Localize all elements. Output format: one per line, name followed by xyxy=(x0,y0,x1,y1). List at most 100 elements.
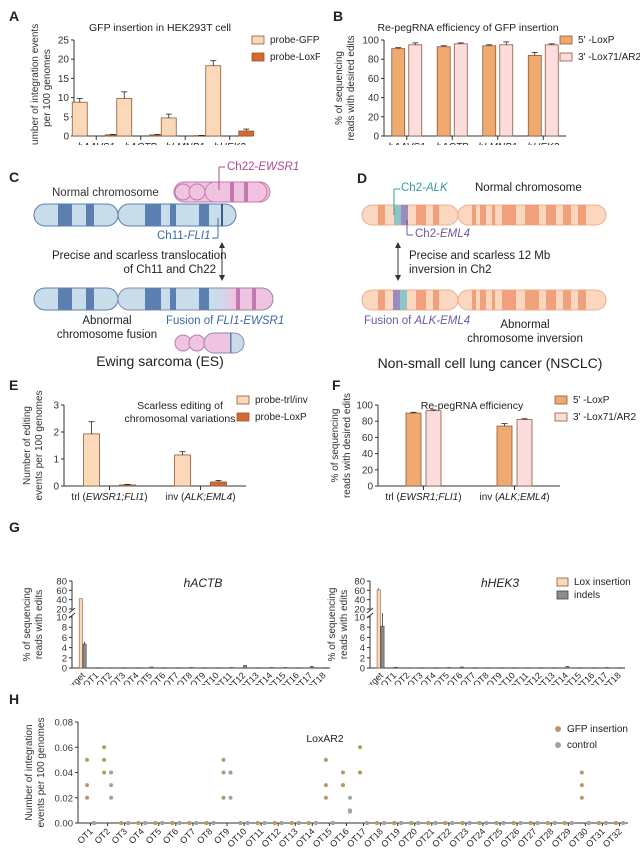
c-disease-title: Ewing sarcoma (ES) xyxy=(96,353,224,369)
legend-swatch xyxy=(556,590,569,600)
scatter-point xyxy=(221,757,226,762)
y-tick-label: 2 xyxy=(62,653,67,664)
scatter-point xyxy=(620,821,625,825)
y-tick-label: 4 xyxy=(360,643,365,654)
y-tick-label: 0 xyxy=(360,664,365,675)
double-arrow-icon xyxy=(395,242,401,281)
bar xyxy=(376,589,381,669)
y-tick-label: 5 xyxy=(63,112,69,123)
y-tick-label: 0 xyxy=(63,132,69,143)
chart-title: GFP insertion in HEK293T cell xyxy=(89,22,231,34)
bar xyxy=(446,667,451,669)
chart-title: Scarless editing of xyxy=(137,400,223,412)
ch11-gene: FLI1 xyxy=(187,230,211,242)
scatter-point xyxy=(92,821,97,825)
y-tick-label: 20 xyxy=(354,605,365,616)
bar xyxy=(205,65,222,137)
y-tick-label: 2 xyxy=(360,653,365,664)
bar xyxy=(516,419,533,487)
y-tick-label: 8 xyxy=(62,623,67,634)
legend-label: probe-LoxP xyxy=(255,412,307,423)
y-tick-label: 10 xyxy=(58,93,70,104)
y-tick-label: 1 xyxy=(53,455,59,466)
bar xyxy=(486,667,491,669)
eml4-gene: EML4 xyxy=(439,228,470,240)
y-axis-label: events per 100 genomes xyxy=(36,717,47,827)
y-axis-label: reads with edits xyxy=(34,590,45,659)
scatter-point xyxy=(272,821,277,825)
x-tick-label: trl (EWSR1;FLI1) xyxy=(385,492,461,503)
c-normal-label: Normal chromosome xyxy=(52,187,159,199)
legend-label: control xyxy=(567,740,597,751)
y-tick-label: 80 xyxy=(56,577,67,588)
d-abnormal-2: chromosome inversion xyxy=(467,333,583,345)
axis-break-mark xyxy=(68,607,76,614)
legend-swatch xyxy=(236,395,250,405)
bar xyxy=(216,667,221,669)
legend-swatch xyxy=(559,52,573,62)
bar xyxy=(408,44,423,137)
y-tick-label: 6 xyxy=(360,633,365,644)
y-axis-label: % of sequencing xyxy=(22,588,33,662)
scatter-point xyxy=(126,821,131,825)
y-tick-label: 0 xyxy=(62,664,67,675)
scatter-point xyxy=(518,821,523,825)
y-axis-label: Number of editing xyxy=(22,406,33,485)
bar xyxy=(176,667,181,669)
legend-label: probe-LoxP xyxy=(270,52,320,63)
bar xyxy=(82,643,87,669)
bar xyxy=(459,666,464,669)
scatter-point xyxy=(392,821,397,825)
y-tick-label: 60 xyxy=(56,586,67,597)
double-arrow-icon xyxy=(219,242,225,281)
bar xyxy=(436,46,451,137)
x-tick-label: inv (ALK;EML4) xyxy=(479,492,549,503)
scatter-point xyxy=(569,821,574,825)
ch22-ewsr1-label: Ch22-EWSR1 xyxy=(227,161,299,173)
scatter-point xyxy=(289,821,294,825)
y-tick-label: 8 xyxy=(360,623,365,634)
ch11-fli1-label: Ch11-FLI1 xyxy=(157,230,210,242)
bar xyxy=(407,667,411,669)
y-tick-label: 25 xyxy=(58,36,70,47)
scatter-point xyxy=(365,821,370,825)
y-tick-label: 0.02 xyxy=(55,793,74,804)
x-tick-label: OT5 xyxy=(144,826,163,845)
bar xyxy=(578,667,583,669)
d-normal-label: Normal chromosome xyxy=(475,182,582,194)
ch2-eml4-label: Ch2-EML4 xyxy=(415,228,470,240)
scatter-point xyxy=(170,821,175,825)
y-tick-label: 3 xyxy=(53,401,59,412)
bar xyxy=(283,667,288,669)
scatter-point xyxy=(102,745,107,750)
bar xyxy=(618,667,623,669)
ch22-gene: EWSR1 xyxy=(258,161,300,173)
panel-label-a: A xyxy=(9,8,20,24)
y-tick-label: 6 xyxy=(62,633,67,644)
x-tick-label: OT6 xyxy=(161,826,180,845)
alk-prefix: Ch2- xyxy=(401,182,426,194)
bar xyxy=(116,97,133,137)
scatter-point xyxy=(416,821,421,825)
scatter-point xyxy=(603,821,608,825)
x-tick-label: hHEK3 xyxy=(527,142,559,145)
legend-label: probe-GFP xyxy=(270,35,320,46)
y-tick-label: 40 xyxy=(368,93,380,104)
bar xyxy=(527,54,542,137)
legend-swatch xyxy=(554,412,568,422)
y-axis-label: Number of integration events xyxy=(30,24,41,145)
chart-g-hactb: hACTB% of sequencing reads with edits0246… xyxy=(22,576,330,685)
legend-swatch xyxy=(554,395,568,405)
panel-label-f: F xyxy=(332,377,341,393)
scatter-point xyxy=(382,821,387,825)
scatter-point xyxy=(528,821,533,825)
scatter-point xyxy=(323,757,328,762)
y-axis-label: Number of integration xyxy=(24,724,35,820)
scatter-point xyxy=(613,821,618,825)
scatter-point xyxy=(450,821,455,825)
scatter-point xyxy=(136,821,141,825)
bar xyxy=(393,666,398,669)
bar xyxy=(405,412,422,487)
y-tick-label: 80 xyxy=(362,417,374,428)
